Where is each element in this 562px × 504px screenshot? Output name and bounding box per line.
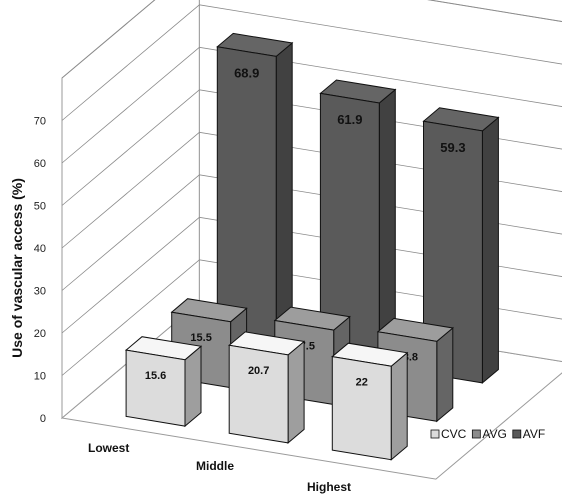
legend-swatch bbox=[471, 429, 481, 439]
legend-label: AVF bbox=[523, 427, 545, 441]
y-tick-label: 10 bbox=[34, 371, 46, 383]
bar-cvc-middle: 20.7 bbox=[228, 331, 306, 444]
bar-side-face bbox=[275, 41, 293, 351]
y-tick-label: 70 bbox=[34, 116, 46, 128]
bar-avf-middle: 61.9 bbox=[319, 79, 397, 368]
data-label: 15.5 bbox=[190, 332, 211, 344]
data-label: 59.3 bbox=[440, 140, 465, 155]
legend-label: CVC bbox=[441, 427, 467, 441]
legend-swatch bbox=[430, 429, 440, 439]
x-tick-label: Highest bbox=[307, 480, 351, 494]
y-axis: 0 10 20 30 40 50 60 70 bbox=[34, 116, 46, 426]
bar-side-face bbox=[390, 351, 408, 461]
bar-front-face bbox=[423, 120, 483, 384]
y-tick-label: 30 bbox=[34, 286, 46, 298]
y-tick-label: 50 bbox=[34, 201, 46, 213]
bar-avf-highest: 59.3 bbox=[422, 107, 500, 384]
y-tick-label: 40 bbox=[34, 243, 46, 255]
legend: CVC AVG AVF bbox=[430, 427, 545, 441]
bar-front-face bbox=[125, 349, 186, 427]
x-tick-label: Middle bbox=[196, 459, 234, 473]
y-tick-label: 60 bbox=[34, 158, 46, 170]
bar-front-face bbox=[228, 344, 289, 444]
legend-label: AVG bbox=[482, 427, 506, 441]
bar-cvc-lowest: 15.6 bbox=[124, 336, 203, 428]
gridline bbox=[61, 46, 562, 164]
x-axis: Lowest Middle Highest bbox=[88, 441, 351, 494]
bar-avf-lowest: 68.9 bbox=[216, 32, 294, 351]
data-label: 22 bbox=[356, 376, 368, 388]
gridline bbox=[61, 4, 562, 121]
bar-side-face bbox=[481, 116, 499, 384]
bar-cvc-highest: 22 bbox=[331, 342, 409, 461]
bar-front-face bbox=[216, 46, 277, 350]
data-label: 61.9 bbox=[337, 112, 362, 127]
bar-side-face bbox=[287, 340, 305, 444]
gridline bbox=[61, 0, 562, 79]
y-axis-title: Use of vascular access (%) bbox=[9, 178, 25, 358]
bar-side-face bbox=[436, 326, 454, 423]
legend-swatch bbox=[512, 429, 522, 439]
data-label: 68.9 bbox=[234, 66, 259, 81]
data-label: 20.7 bbox=[248, 365, 269, 377]
y-tick-label: 20 bbox=[34, 328, 46, 340]
x-tick-label: Lowest bbox=[88, 441, 129, 455]
y-tick-label: 0 bbox=[40, 413, 46, 425]
bar-front-face bbox=[331, 356, 392, 461]
data-label: 15.6 bbox=[145, 370, 166, 382]
